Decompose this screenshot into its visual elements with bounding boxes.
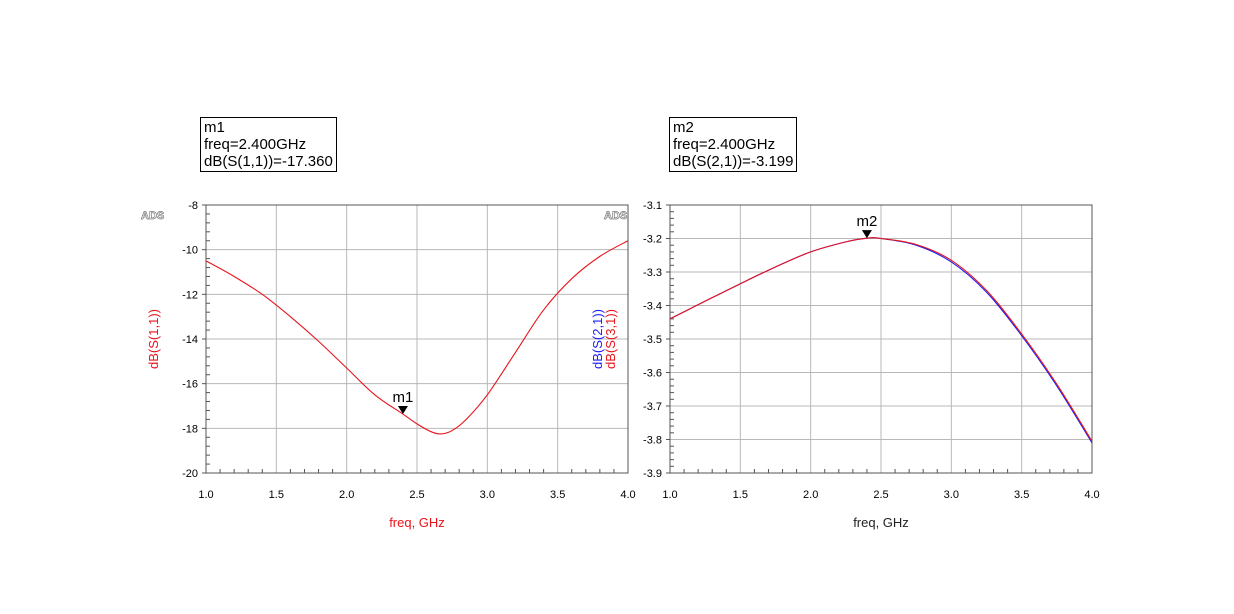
y-axis-label: dB(S(3,1)) [603, 309, 618, 369]
x-tick-label: 1.5 [733, 489, 748, 501]
y-tick-label: -18 [182, 423, 198, 435]
plot-frame [669, 204, 1093, 474]
marker-value: dB(S(1,1))=-17.360 [204, 153, 333, 170]
x-tick-label: 2.0 [339, 489, 354, 501]
marker-name: m2 [673, 119, 694, 136]
y-tick-label: -8 [188, 200, 198, 212]
x-tick-label: 4.0 [1084, 489, 1099, 501]
y-tick-label: -20 [182, 468, 198, 480]
y-tick-label: -16 [182, 379, 198, 391]
marker-freq: freq=2.400GHz [204, 136, 307, 153]
x-tick-label: 3.5 [1014, 489, 1029, 501]
marker-triangle [861, 230, 872, 239]
y-tick-label: -3.9 [643, 468, 662, 480]
x-axis-label: freq, GHz [389, 515, 445, 530]
y-tick-label: -3.2 [643, 234, 662, 246]
x-tick-label: 2.5 [873, 489, 888, 501]
y-axis-label: dB(S(1,1)) [146, 309, 161, 369]
y-tick-label: -3.8 [643, 435, 662, 447]
y-tick-label: -3.7 [643, 401, 662, 413]
x-tick-label: 2.0 [803, 489, 818, 501]
y-tick-label: -3.3 [643, 267, 662, 279]
marker-name: m1 [204, 119, 225, 136]
y-tick-label: -14 [182, 334, 198, 346]
y-tick-label: -3.5 [643, 334, 662, 346]
marker-readout-m1: m1 freq=2.400GHz dB(S(1,1))=-17.360 [200, 117, 337, 172]
y-tick-label: -3.1 [643, 200, 662, 212]
marker-freq: freq=2.400GHz [673, 136, 776, 153]
y-tick-label: -12 [182, 289, 198, 301]
x-tick-label: 2.5 [409, 489, 424, 501]
x-axis-label: freq, GHz [853, 515, 909, 530]
plot-frame [205, 204, 629, 474]
ads-watermark: ADS [604, 210, 627, 222]
ads-watermark: ADS [141, 210, 164, 222]
x-tick-label: 3.0 [480, 489, 495, 501]
x-tick-label: 1.0 [662, 489, 677, 501]
x-tick-label: 3.5 [550, 489, 565, 501]
y-tick-label: -10 [182, 245, 198, 257]
marker-value: dB(S(2,1))=-3.199 [673, 153, 794, 170]
x-tick-label: 1.0 [198, 489, 213, 501]
x-tick-label: 4.0 [620, 489, 635, 501]
y-axis-label: dB(S(2,1)) [590, 309, 605, 369]
x-tick-label: 3.0 [944, 489, 959, 501]
y-tick-label: -3.6 [643, 368, 662, 380]
series-line [205, 240, 629, 435]
y-tick-label: -3.4 [643, 301, 662, 313]
series-line [669, 237, 1093, 442]
marker-label: m1 [393, 389, 414, 406]
marker-readout-m2: m2 freq=2.400GHz dB(S(2,1))=-3.199 [669, 117, 798, 172]
marker-triangle [397, 406, 408, 415]
marker-label: m2 [857, 213, 878, 230]
x-tick-label: 1.5 [269, 489, 284, 501]
